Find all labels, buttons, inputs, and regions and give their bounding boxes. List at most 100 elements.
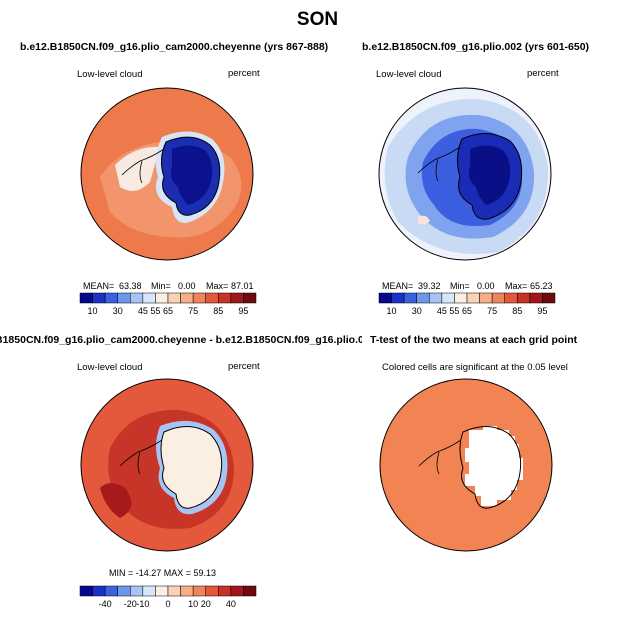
panel4-map-boundary (379, 378, 553, 552)
panel3-coastline (160, 426, 223, 509)
panel3-colorbar-box (218, 585, 232, 597)
panel3-units-label: percent (228, 361, 260, 372)
panel2-colorbar-box (504, 292, 518, 304)
panel1-units-label: percent (228, 68, 260, 79)
panel3-minmax-stats: MIN = -14.27 MAX = 59.13 (109, 568, 217, 578)
panel1-colorbar-box (205, 292, 219, 304)
panel1-colorbar-tick-label: 85 (213, 306, 224, 316)
panel3-peninsula-coast (119, 439, 163, 475)
panel2-colorbar-box (542, 292, 556, 304)
panel1-colorbar-box (104, 292, 118, 304)
panel3-colorbar-box (142, 585, 156, 597)
panel1-colorbar-tick-label: 95 (238, 306, 249, 316)
panel1-colorbar (79, 292, 257, 304)
panel3-colorbar-box (92, 585, 106, 597)
panel3-variable-label: Low-level cloud (77, 362, 143, 373)
panel2-polar-map (378, 87, 552, 261)
panel3-colorbar-box (104, 585, 118, 597)
panel2-coastline (456, 133, 523, 220)
panel2-colorbar-box (378, 292, 392, 304)
panel1-max-value: 87.01 (231, 281, 254, 291)
panel1-colorbar-box (117, 292, 131, 304)
panel1-variable-label: Low-level cloud (77, 69, 143, 80)
panel2-colorbar (378, 292, 556, 304)
panel1-coastline (160, 136, 221, 216)
panel2-min-label: Min= (450, 281, 470, 291)
panel2-colorbar-box (391, 292, 405, 304)
panel1-map-boundary (80, 87, 254, 261)
panel3-colorbar-tick-label: 0 (165, 599, 171, 609)
panel3-colorbar-box (180, 585, 194, 597)
panel3-antarctica-field (161, 426, 222, 509)
panel3-colorbar (79, 585, 257, 597)
panel1-peninsula-coast (121, 148, 165, 184)
panel2-variable-label: Low-level cloud (376, 69, 442, 80)
panel3-colorbar-box (243, 585, 257, 597)
panel2-peninsula-coast (417, 146, 461, 182)
panel1-mean-value: 63.38 (119, 281, 142, 291)
panel2-warm-patch-2 (418, 215, 430, 225)
panel4-coastline (459, 426, 522, 509)
panel1-colorbar-box (218, 292, 232, 304)
panel1-colorbar-tick-label: 45 (137, 306, 148, 316)
panel1-colorbar-box (180, 292, 194, 304)
panel3-colorbar-box (205, 585, 219, 597)
panel3-colorbar-tick-label: -20 (123, 599, 137, 609)
panel2-max-label: Max= (505, 281, 528, 291)
panel1-colorbar-tick-label: 30 (112, 306, 123, 316)
panel2-title: b.e12.B1850CN.f09_g16.plio.002 (yrs 601-… (362, 41, 590, 53)
figure-title: SON (296, 9, 339, 30)
panel4-polar-map (379, 378, 553, 552)
panel1-title: b.e12.B1850CN.f09_g16.plio_cam2000.cheye… (20, 41, 329, 53)
panel1-colorbar-box (142, 292, 156, 304)
panel3-band-darker (100, 483, 132, 518)
panel1-polar-map (80, 87, 254, 261)
panel3-colorbar-tick-label: -10 (136, 599, 150, 609)
panel3-colorbar-box (155, 585, 169, 597)
panel4-title: T-test of the two means at each grid poi… (370, 334, 578, 346)
panel3-map-boundary (80, 378, 254, 552)
panel1-colorbar-box (230, 292, 244, 304)
panel2-mean-label: MEAN= (382, 281, 414, 291)
panel2-colorbar-box (491, 292, 505, 304)
panel4-peninsula-coast (418, 439, 462, 475)
panel4-nonsignificant-area (465, 426, 523, 506)
panel3-colorbar-tick-label: 20 (200, 599, 211, 609)
panel3-polar-map (80, 378, 254, 552)
panel1-min-value: 0.00 (178, 281, 196, 291)
panel1-colorbar-tick-label: 10 (87, 306, 98, 316)
panel2-colorbar-box (454, 292, 468, 304)
panel3-colorbar-box (130, 585, 144, 597)
panel2-colorbar-box (517, 292, 531, 304)
panel1-mean-label: MEAN= (83, 281, 115, 291)
panel3-colorbar-tick-label: 10 (188, 599, 199, 609)
panel2-colorbar-tick-label: 75 (487, 306, 498, 316)
panel2-colorbar-tick-label: 95 (537, 306, 548, 316)
panel3-colorbar-tick-label: -40 (98, 599, 112, 609)
panel1-colorbar-tick-label: 55 (150, 306, 161, 316)
panel1-colorbar-tick-label: 75 (188, 306, 199, 316)
panel1-antarctica-core (170, 145, 213, 205)
panel1-colorbar-box (192, 292, 206, 304)
panel2-units-label: percent (527, 68, 559, 79)
panel2-colorbar-box (441, 292, 455, 304)
panel4-significant-field (380, 379, 552, 551)
panel2-colorbar-tick-label: 85 (512, 306, 523, 316)
panel1-colorbar-box (79, 292, 93, 304)
panel3-colorbar-box (192, 585, 206, 597)
panel2-colorbar-tick-label: 65 (461, 306, 472, 316)
panel1-colorbar-box (155, 292, 169, 304)
panel1-colorbar-box (243, 292, 257, 304)
panel2-colorbar-box (416, 292, 430, 304)
panel2-colorbar-tick-label: 55 (449, 306, 460, 316)
panel1-colorbar-tick-label: 65 (162, 306, 173, 316)
panel1-colorbar-box (130, 292, 144, 304)
panel2-colorbar-tick-label: 30 (411, 306, 422, 316)
panel3-colorbar-box (230, 585, 244, 597)
panel1-colorbar-box (167, 292, 181, 304)
panel1-colorbar-box (92, 292, 106, 304)
panel2-antarctica-core (468, 145, 511, 205)
panel3-colorbar-box (79, 585, 93, 597)
panel1-min-label: Min= (151, 281, 171, 291)
panel2-colorbar-tick-label: 45 (436, 306, 447, 316)
